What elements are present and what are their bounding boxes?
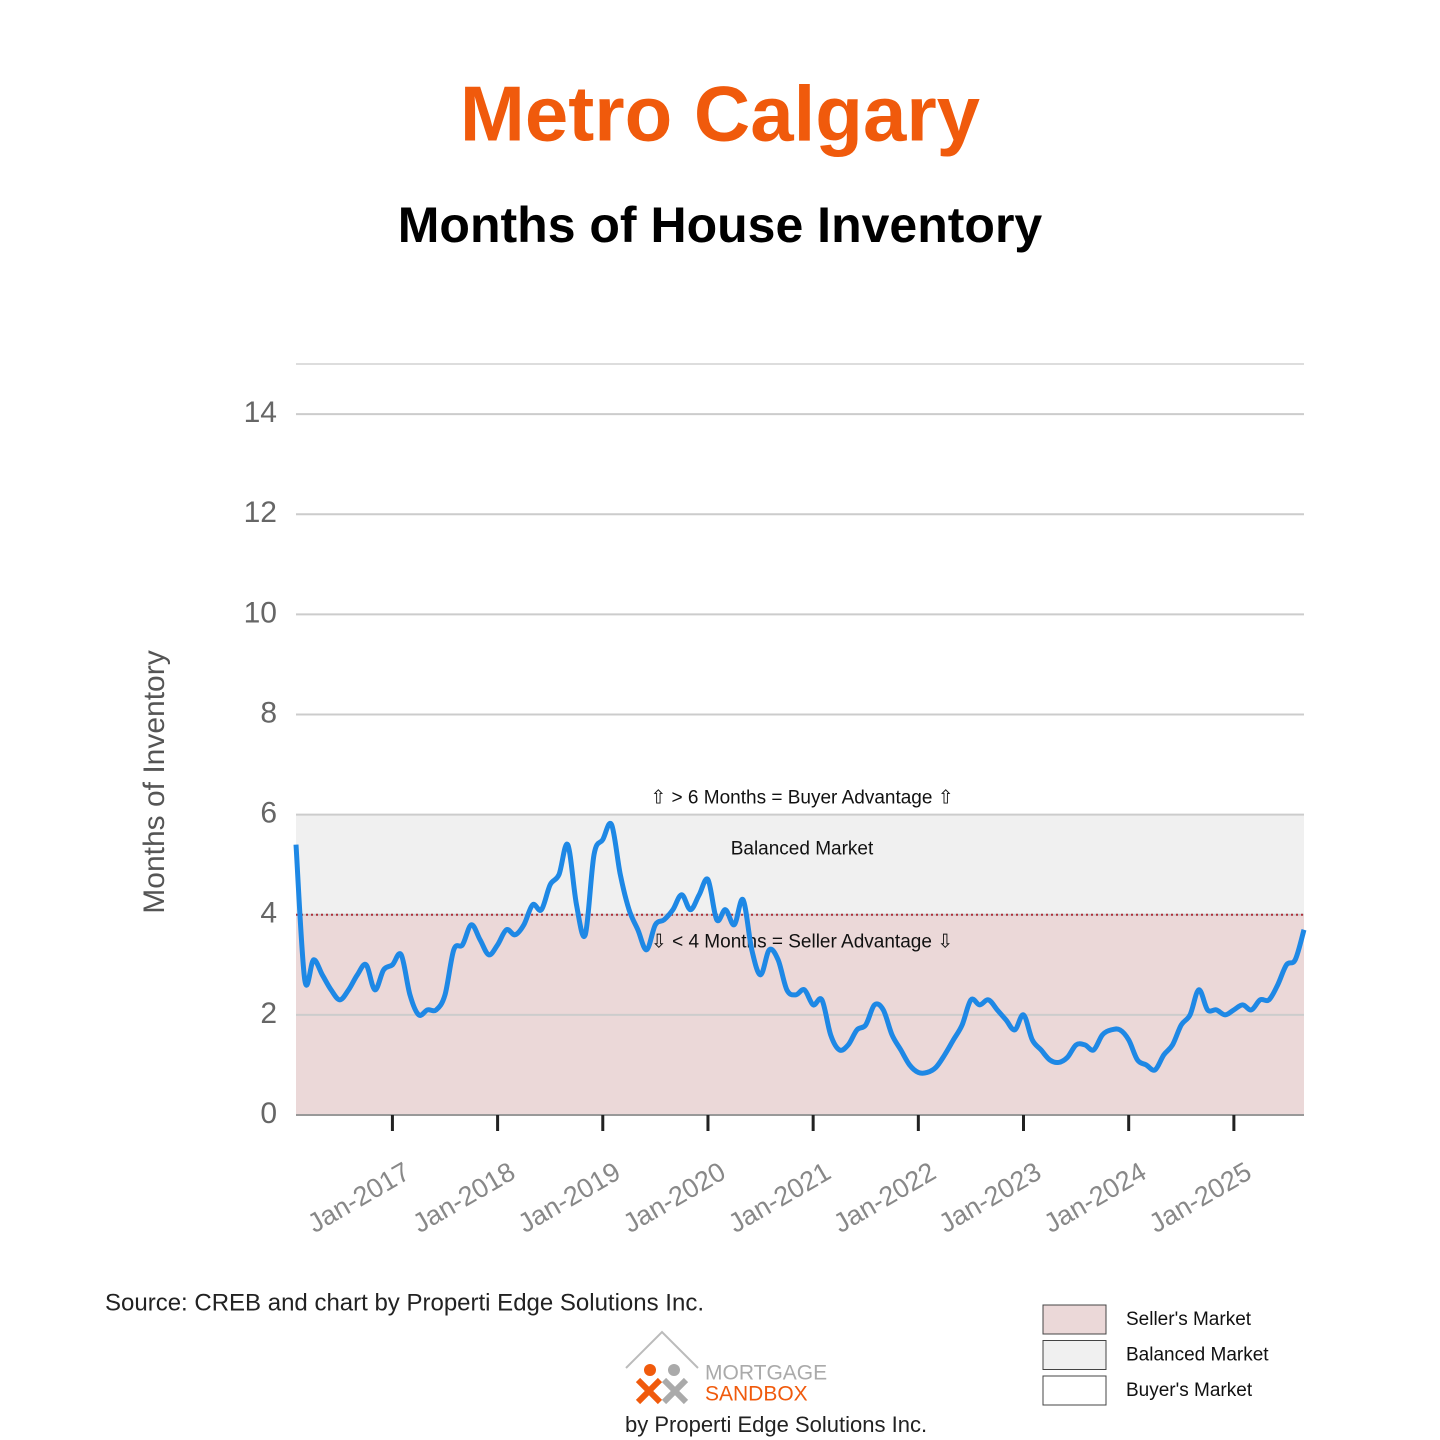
annotation: Balanced Market (731, 839, 874, 860)
legend-label: Buyer's Market (1126, 1380, 1253, 1401)
y-tick-label: 4 (260, 897, 277, 930)
chart-title: Metro Calgary (460, 70, 980, 158)
legend-swatch (1042, 1340, 1107, 1370)
y-tick-label: 10 (244, 596, 277, 629)
y-tick-label: 12 (244, 496, 277, 529)
y-tick-label: 2 (260, 997, 277, 1030)
logo-byline: by Properti Edge Solutions Inc. (625, 1412, 927, 1437)
x-tick-label: Jan-2023 (934, 1156, 1047, 1238)
logo-icon (644, 1364, 656, 1376)
market-band (296, 814, 1304, 915)
x-tick-label: Jan-2020 (618, 1156, 731, 1238)
y-tick-label: 6 (260, 797, 277, 830)
logo: MORTGAGE SANDBOX by Properti Edge Soluti… (625, 1330, 927, 1437)
x-tick-label: Jan-2021 (723, 1156, 836, 1238)
data-line (293, 820, 1307, 1076)
x-tick-label: Jan-2017 (302, 1156, 415, 1238)
x-tick-label: Jan-2024 (1039, 1156, 1152, 1238)
chart-subtitle: Months of House Inventory (398, 197, 1043, 253)
x-tick-label: Jan-2022 (828, 1156, 941, 1238)
y-axis-label: Months of Inventory (138, 650, 171, 913)
logo-icon (635, 1377, 663, 1405)
x-tick-label: Jan-2018 (408, 1156, 521, 1238)
market-band (296, 364, 1304, 815)
logo-text: SANDBOX (705, 1383, 808, 1406)
logo-roof (625, 1330, 699, 1369)
legend-swatch (1042, 1375, 1107, 1406)
legend-label: Balanced Market (1126, 1345, 1269, 1366)
legend-swatch (1042, 1304, 1107, 1335)
x-tick-label: Jan-2019 (513, 1156, 626, 1238)
annotation: ⇧ > 6 Months = Buyer Advantage ⇧ (650, 788, 953, 809)
x-tick-label: Jan-2025 (1144, 1156, 1257, 1238)
logo-icon (668, 1364, 680, 1376)
y-tick-label: 14 (244, 396, 277, 429)
y-tick-label: 8 (260, 696, 277, 729)
logo-icon (661, 1377, 689, 1405)
logo-text: MORTGAGE (705, 1362, 827, 1385)
source-note: Source: CREB and chart by Properti Edge … (105, 1289, 704, 1316)
legend-label: Seller's Market (1126, 1309, 1252, 1330)
y-tick-label: 0 (260, 1097, 277, 1130)
annotation: ⇩ < 4 Months = Seller Advantage ⇩ (651, 932, 953, 953)
